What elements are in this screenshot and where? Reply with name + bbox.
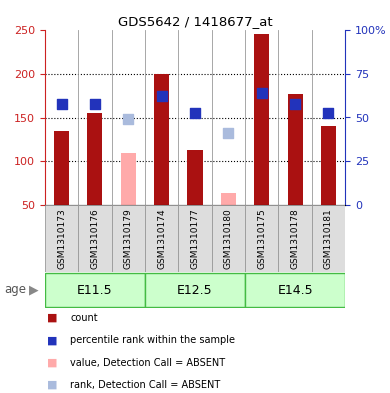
Text: E11.5: E11.5 <box>77 283 113 296</box>
Bar <box>278 205 312 272</box>
Text: value, Detection Call = ABSENT: value, Detection Call = ABSENT <box>70 358 225 367</box>
Bar <box>54 130 69 205</box>
Text: GSM1310178: GSM1310178 <box>291 208 300 269</box>
Point <box>125 116 131 122</box>
Bar <box>245 205 278 272</box>
Point <box>158 92 165 99</box>
Bar <box>145 205 178 272</box>
Text: GDS5642 / 1418677_at: GDS5642 / 1418677_at <box>118 15 272 28</box>
Text: GSM1310174: GSM1310174 <box>157 208 166 269</box>
Point <box>225 130 232 136</box>
Bar <box>321 126 336 205</box>
Bar <box>221 193 236 205</box>
Point <box>92 101 98 108</box>
Point <box>58 101 65 108</box>
Text: GSM1310177: GSM1310177 <box>190 208 200 269</box>
Text: GSM1310176: GSM1310176 <box>90 208 99 269</box>
Bar <box>45 205 78 272</box>
Text: ■: ■ <box>47 335 57 345</box>
Text: count: count <box>70 313 98 323</box>
Bar <box>145 273 245 307</box>
Text: E12.5: E12.5 <box>177 283 213 296</box>
Text: ■: ■ <box>47 358 57 367</box>
Bar <box>87 113 103 205</box>
Text: ■: ■ <box>47 380 57 390</box>
Bar <box>178 205 212 272</box>
Text: rank, Detection Call = ABSENT: rank, Detection Call = ABSENT <box>70 380 220 390</box>
Text: GSM1310173: GSM1310173 <box>57 208 66 269</box>
Point <box>192 110 198 116</box>
Bar <box>312 205 345 272</box>
Bar <box>45 273 145 307</box>
Bar <box>78 205 112 272</box>
Text: GSM1310181: GSM1310181 <box>324 208 333 269</box>
Text: GSM1310180: GSM1310180 <box>224 208 233 269</box>
Bar <box>254 34 269 205</box>
Bar <box>121 153 136 205</box>
Bar <box>154 74 169 205</box>
Bar <box>212 205 245 272</box>
Bar <box>287 94 303 205</box>
Bar <box>245 273 345 307</box>
Bar <box>112 205 145 272</box>
Point <box>292 101 298 108</box>
Point <box>259 90 265 96</box>
Text: GSM1310175: GSM1310175 <box>257 208 266 269</box>
Point <box>325 110 332 116</box>
Text: ▶: ▶ <box>29 283 39 296</box>
Text: age: age <box>4 283 26 296</box>
Text: E14.5: E14.5 <box>277 283 313 296</box>
Text: GSM1310179: GSM1310179 <box>124 208 133 269</box>
Text: ■: ■ <box>47 313 57 323</box>
Bar <box>188 150 202 205</box>
Text: percentile rank within the sample: percentile rank within the sample <box>70 335 235 345</box>
